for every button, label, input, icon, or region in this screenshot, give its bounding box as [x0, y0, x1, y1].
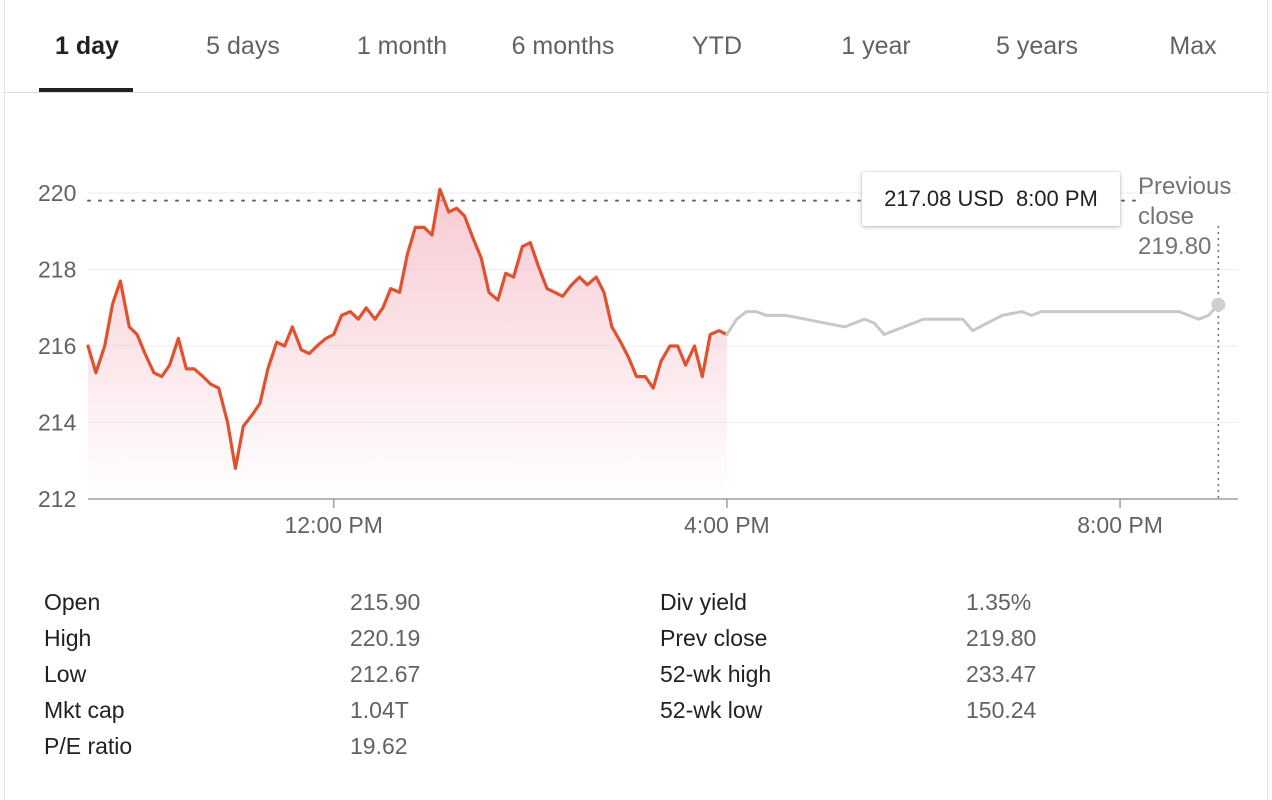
stat-label: Low [44, 661, 87, 687]
stat-value: 219.80 [966, 625, 1037, 651]
x-tick-label: 12:00 PM [284, 512, 382, 538]
stat-row-52wk-high: 52-wk high 233.47 [660, 656, 1220, 692]
x-tick-label: 4:00 PM [684, 512, 770, 538]
tab-max[interactable]: Max [1169, 32, 1217, 60]
stat-label: 52-wk low [660, 697, 763, 723]
y-tick-label: 212 [38, 486, 76, 512]
tab-1-year[interactable]: 1 year [841, 32, 911, 60]
stat-value: 1.04T [350, 697, 409, 723]
stat-row-div-yield: Div yield 1.35% [660, 584, 1220, 620]
stat-value: 1.35% [966, 589, 1032, 615]
stat-row-prev-close: Prev close 219.80 [660, 620, 1220, 656]
stat-value: 212.67 [350, 661, 421, 687]
tab-1-month[interactable]: 1 month [356, 32, 448, 60]
stat-label: P/E ratio [44, 733, 133, 759]
tooltip-time: 8:00 PM [1015, 186, 1098, 211]
previous-close-label: Previous close 219.80 [1138, 172, 1258, 262]
tooltip-price: 217.08 USD [884, 186, 1004, 211]
previous-close-line1: Previous [1138, 173, 1232, 200]
stat-value: 215.90 [350, 589, 421, 615]
stat-row-mkt-cap: Mkt cap 1.04T [44, 692, 604, 728]
y-tick-label: 214 [38, 410, 77, 436]
time-range-tabs: 1 day 5 days 1 month 6 months YTD 1 year… [5, 0, 1269, 93]
tab-ytd[interactable]: YTD [692, 32, 742, 60]
regular-session-line [86, 187, 729, 470]
stat-value: 19.62 [350, 733, 408, 759]
stats-right-column: Div yield 1.35% Prev close 219.80 52-wk … [660, 584, 1220, 728]
stat-value: 233.47 [966, 661, 1037, 687]
stat-row-high: High 220.19 [44, 620, 604, 656]
regular-session-area [88, 189, 727, 499]
stat-row-52wk-low: 52-wk low 150.24 [660, 692, 1220, 728]
stat-label: Prev close [660, 625, 768, 651]
stat-row-pe-ratio: P/E ratio 19.62 [44, 728, 604, 764]
price-tooltip: 217.08 USD 8:00 PM [862, 172, 1120, 226]
stats-left-column: Open 215.90 High 220.19 Low 212.67 Mkt c… [44, 584, 604, 764]
x-tick-label: 8:00 PM [1077, 512, 1163, 538]
stat-label: Div yield [660, 589, 747, 615]
stat-value: 220.19 [350, 625, 421, 651]
stat-label: Mkt cap [44, 697, 125, 723]
stat-label: High [44, 625, 92, 651]
y-tick-label: 218 [38, 257, 76, 283]
stat-label: 52-wk high [660, 661, 772, 687]
stat-row-low: Low 212.67 [44, 656, 604, 692]
tab-5-days[interactable]: 5 days [206, 32, 280, 60]
after-hours-line [725, 303, 1220, 336]
previous-close-line2: close [1138, 203, 1195, 230]
y-tick-label: 220 [38, 180, 76, 206]
stock-chart-card: 1 day 5 days 1 month 6 months YTD 1 year… [4, 0, 1269, 800]
hover-point-marker [1211, 297, 1226, 312]
tab-1-day[interactable]: 1 day [55, 32, 119, 60]
previous-close-value: 219.80 [1138, 233, 1212, 260]
active-tab-indicator [39, 88, 133, 92]
y-tick-label: 216 [38, 333, 76, 359]
tab-6-months[interactable]: 6 months [511, 32, 615, 60]
tab-5-years[interactable]: 5 years [996, 32, 1078, 60]
price-chart: 220 218 216 214 212 12:00 PM 4:00 PM 8:00 PM [38, 180, 1238, 538]
stat-label: Open [44, 589, 101, 615]
stat-row-open: Open 215.90 [44, 584, 604, 620]
stat-value: 150.24 [966, 697, 1037, 723]
